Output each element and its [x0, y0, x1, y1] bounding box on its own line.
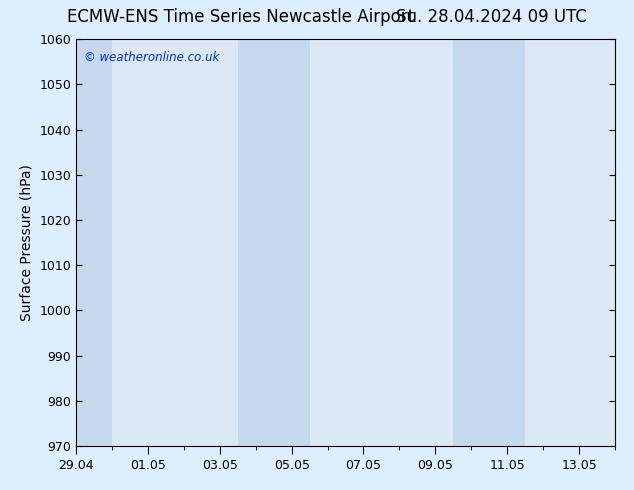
Bar	[76, 39, 112, 446]
Text: © weatheronline.co.uk: © weatheronline.co.uk	[84, 51, 219, 64]
Y-axis label: Surface Pressure (hPa): Surface Pressure (hPa)	[20, 164, 34, 321]
Text: Su. 28.04.2024 09 UTC: Su. 28.04.2024 09 UTC	[396, 8, 587, 26]
Bar	[453, 39, 525, 446]
Bar	[238, 39, 309, 446]
Text: ECMW-ENS Time Series Newcastle Airport: ECMW-ENS Time Series Newcastle Airport	[67, 8, 415, 26]
